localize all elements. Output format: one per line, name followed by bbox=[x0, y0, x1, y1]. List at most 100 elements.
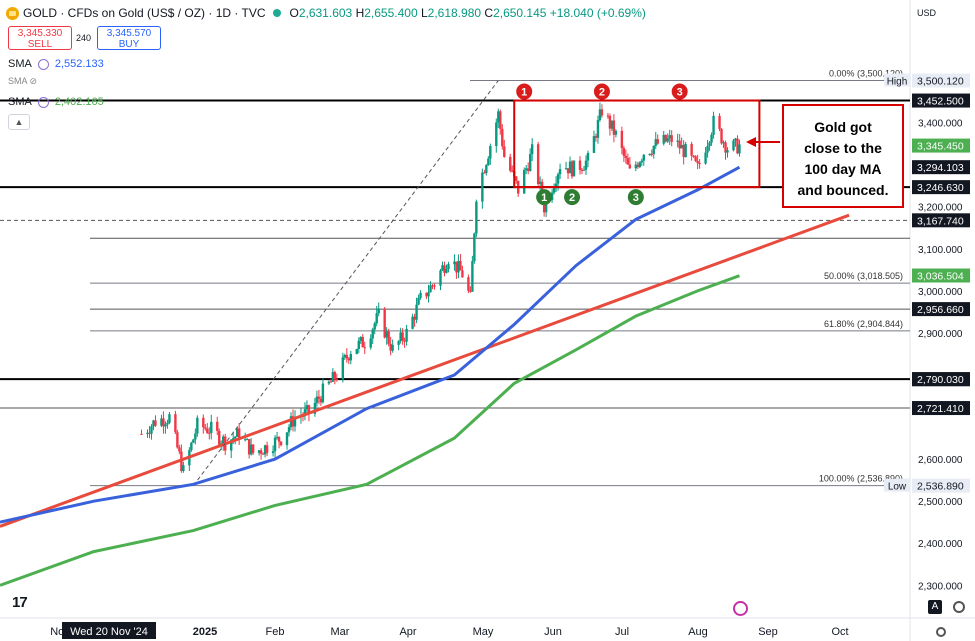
candle-body bbox=[584, 160, 588, 170]
candle-body bbox=[160, 418, 163, 426]
symbol-title[interactable]: GOLD · CFDs on Gold (US$ / OZ) · 1D · TV… bbox=[23, 6, 266, 20]
candle-body bbox=[204, 427, 207, 429]
candle-body bbox=[556, 174, 560, 184]
candle-body bbox=[509, 156, 512, 171]
candle-body bbox=[237, 428, 241, 440]
candle-body bbox=[447, 264, 450, 270]
candle-body bbox=[684, 143, 687, 158]
candle-body bbox=[698, 163, 701, 165]
candle-body bbox=[166, 422, 169, 425]
candle-body bbox=[345, 355, 349, 359]
candle-body bbox=[208, 432, 211, 434]
indicator-name: SMA bbox=[8, 58, 32, 70]
chevron-up-icon: ▲ bbox=[14, 117, 24, 127]
y-tick-label: 2,900.000 bbox=[918, 329, 963, 340]
candle-body bbox=[511, 170, 514, 172]
range-box bbox=[513, 99, 761, 189]
fib-level-label: 50.00% (3,018.505) bbox=[824, 271, 903, 281]
candle-body bbox=[485, 165, 488, 173]
candle-body bbox=[317, 396, 321, 399]
candle-body bbox=[736, 138, 739, 154]
candle-body bbox=[441, 265, 444, 271]
indicator-hidden[interactable]: SMA ⊘ bbox=[8, 76, 48, 88]
replay-icon[interactable] bbox=[733, 601, 748, 616]
auto-scale-button[interactable]: A bbox=[928, 600, 942, 614]
candle-body bbox=[706, 146, 709, 153]
candle-body bbox=[550, 192, 554, 200]
candle-body bbox=[176, 432, 179, 448]
sell-button[interactable]: 3,345.330 SELL bbox=[8, 26, 72, 50]
candle-body bbox=[168, 414, 171, 423]
candle-body bbox=[499, 111, 502, 129]
candle-body bbox=[251, 444, 255, 453]
candle-body bbox=[429, 285, 432, 293]
candle-body bbox=[162, 418, 165, 427]
candle-body bbox=[620, 130, 624, 149]
candle-body bbox=[343, 355, 347, 358]
open-value: 2,631.603 bbox=[298, 6, 353, 20]
candle-body bbox=[439, 270, 442, 286]
candle-body bbox=[271, 451, 275, 454]
spread-value: 240 bbox=[76, 33, 92, 43]
indicator-sma-100[interactable]: SMA 2,552.133 bbox=[8, 58, 104, 70]
price-axis-label-bg bbox=[912, 138, 970, 153]
x-tick-label: Jul bbox=[615, 626, 629, 638]
candle-body bbox=[425, 292, 428, 297]
candle-body bbox=[401, 332, 404, 341]
price-axis-label-bg bbox=[912, 93, 970, 108]
sma-200-line bbox=[0, 274, 741, 587]
candle-body bbox=[648, 153, 651, 155]
collapse-legend-button[interactable]: ▲ bbox=[8, 114, 30, 130]
projection-dashed-line bbox=[192, 80, 499, 486]
candle-body bbox=[313, 402, 317, 414]
candle-body bbox=[305, 405, 309, 410]
candle-body bbox=[415, 304, 418, 320]
ohlc-readout: O2,631.603 H2,655.400 L2,618.980 C2,650.… bbox=[289, 6, 645, 20]
fib-level-label: 0.00% (3,500.120) bbox=[829, 69, 903, 79]
price-axis-label: 2,790.030 bbox=[917, 374, 964, 386]
candle-body bbox=[481, 172, 484, 202]
candle-body bbox=[192, 439, 195, 443]
candle-body bbox=[419, 292, 422, 298]
candle-body bbox=[678, 140, 681, 149]
candle-body bbox=[664, 134, 667, 142]
candle-body bbox=[652, 145, 655, 155]
candle-body bbox=[285, 432, 289, 446]
gear-icon[interactable] bbox=[936, 627, 946, 637]
candle-body bbox=[233, 436, 237, 439]
candle-body bbox=[355, 348, 358, 354]
candle-body bbox=[383, 308, 386, 338]
buy-button[interactable]: 3,345.570 BUY bbox=[97, 26, 161, 50]
price-tag-bg bbox=[884, 478, 910, 492]
candle-body bbox=[359, 337, 362, 341]
gold-logo-icon bbox=[6, 6, 19, 20]
candle-body bbox=[523, 169, 526, 194]
price-axis-label-bg bbox=[912, 302, 970, 317]
indicator-settings-icon[interactable] bbox=[37, 96, 49, 108]
open-label: O bbox=[289, 6, 299, 20]
indicator-sma-200[interactable]: SMA 2,402.165 bbox=[8, 96, 104, 108]
candle-body bbox=[708, 142, 711, 147]
candle-body bbox=[638, 162, 642, 167]
candle-body bbox=[333, 372, 337, 380]
candle-body bbox=[235, 428, 239, 437]
candle-body bbox=[524, 168, 528, 170]
candle-body bbox=[371, 329, 374, 339]
indicator-settings-icon[interactable] bbox=[37, 58, 49, 70]
tradingview-logo[interactable]: 17 bbox=[12, 594, 28, 611]
candle-body bbox=[666, 138, 669, 142]
currency-label[interactable]: USD bbox=[917, 8, 937, 18]
candle-body bbox=[501, 128, 504, 147]
x-tick-label: Mar bbox=[331, 626, 350, 638]
candle-body bbox=[230, 439, 233, 451]
callout-arrow-head bbox=[746, 137, 756, 147]
candle-body bbox=[624, 155, 628, 159]
callout-line: 100 day MA bbox=[804, 161, 882, 177]
candle-body bbox=[331, 372, 335, 382]
eye-off-icon: ⊘ bbox=[29, 76, 38, 86]
settings-icon[interactable] bbox=[953, 601, 965, 613]
candle-body bbox=[265, 445, 269, 454]
candle-body bbox=[612, 120, 616, 135]
candle-body bbox=[732, 140, 735, 151]
